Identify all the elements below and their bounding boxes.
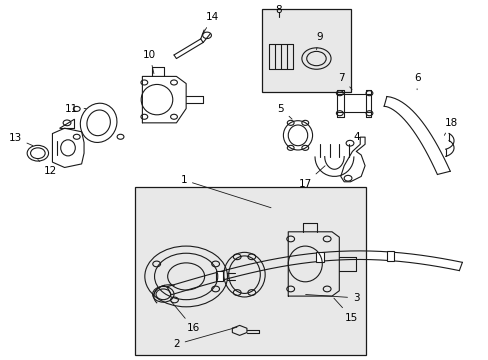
Text: 8: 8 — [275, 5, 281, 15]
Text: 13: 13 — [8, 133, 33, 146]
Text: 18: 18 — [444, 118, 457, 135]
Bar — [215, 271, 223, 281]
Text: 9: 9 — [316, 32, 323, 50]
Text: 2: 2 — [173, 327, 237, 349]
Text: 15: 15 — [333, 298, 357, 323]
Text: 11: 11 — [65, 104, 86, 113]
Text: 7: 7 — [338, 73, 351, 89]
Text: 5: 5 — [277, 104, 291, 119]
Text: 4: 4 — [352, 132, 359, 142]
Text: 10: 10 — [143, 50, 156, 74]
Text: 16: 16 — [171, 301, 200, 333]
Text: 6: 6 — [413, 73, 420, 90]
Bar — [386, 251, 393, 261]
Text: 3: 3 — [305, 293, 359, 303]
Text: 17: 17 — [298, 166, 325, 189]
Text: 1: 1 — [180, 175, 270, 208]
Bar — [135, 187, 366, 355]
Bar — [316, 252, 323, 262]
Bar — [261, 9, 351, 93]
Text: 14: 14 — [202, 13, 219, 35]
Text: 12: 12 — [38, 159, 57, 176]
